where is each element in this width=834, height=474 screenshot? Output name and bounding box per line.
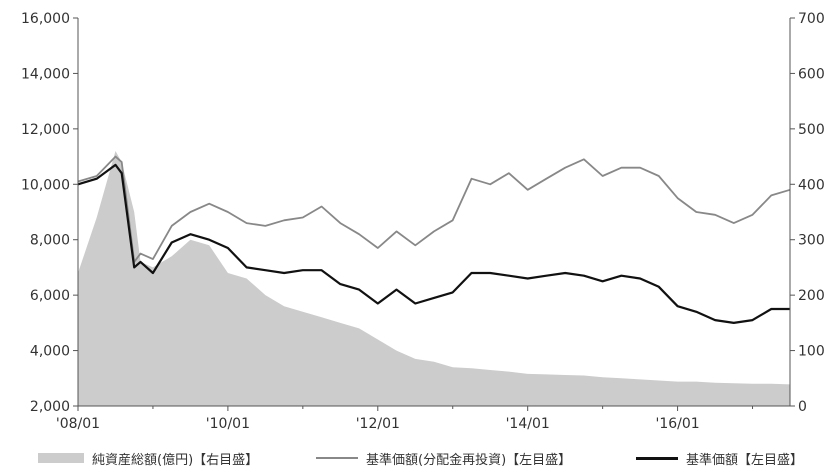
legend-item-reinvested-nav: 基準価額(分配金再投資)【左目盛】 <box>316 446 571 470</box>
series-net-assets-area <box>78 151 790 406</box>
left-tick-label: 4,000 <box>30 344 70 360</box>
left-tick-label: 2,000 <box>30 399 70 415</box>
legend-swatch-nav <box>636 456 678 460</box>
left-tick-label: 14,000 <box>21 66 70 82</box>
left-tick-label: 8,000 <box>30 233 70 249</box>
x-tick-label: '14/01 <box>506 416 550 432</box>
right-tick-label: 600 <box>798 66 825 82</box>
x-tick-label: '10/01 <box>206 416 250 432</box>
series-nav-line <box>77 163 790 324</box>
right-tick-label: 0 <box>798 399 807 415</box>
axes: 2,000 4,000 6,000 8,000 10,000 12,000 14,000 16… <box>21 11 825 432</box>
legend-label-reinvested-nav: 基準価額(分配金再投資)【左目盛】 <box>366 452 572 468</box>
right-tick-label: 300 <box>798 233 825 249</box>
legend-swatch-reinvested-nav <box>316 457 358 459</box>
legend-item-nav: 基準価額【左目盛】 <box>636 446 803 470</box>
plot-area <box>77 151 791 406</box>
right-tick-label: 200 <box>798 288 825 304</box>
left-tick-label: 12,000 <box>21 122 70 138</box>
series-reinvested-nav-line <box>77 155 791 263</box>
x-tick-label: '12/01 <box>356 416 400 432</box>
legend-label-nav: 基準価額【左目盛】 <box>686 452 804 468</box>
right-tick-label: 500 <box>798 122 825 138</box>
x-tick-label: '16/01 <box>655 416 699 432</box>
left-tick-label: 6,000 <box>30 288 70 304</box>
legend-label-net-assets: 純資産総額(億円)【右目盛】 <box>92 452 259 468</box>
right-tick-label: 400 <box>798 177 825 193</box>
legend-swatch-net-assets <box>38 453 84 463</box>
right-tick-label: 100 <box>798 344 825 360</box>
legend-item-net-assets: 純資産総額(億円)【右目盛】 <box>38 446 258 470</box>
left-tick-label: 16,000 <box>21 11 70 27</box>
legend: 純資産総額(億円)【右目盛】 基準価額(分配金再投資)【左目盛】 基準価額【左目… <box>0 446 834 470</box>
left-tick-label: 10,000 <box>21 177 70 193</box>
right-tick-label: 700 <box>798 11 825 27</box>
x-tick-label: '08/01 <box>56 416 100 432</box>
